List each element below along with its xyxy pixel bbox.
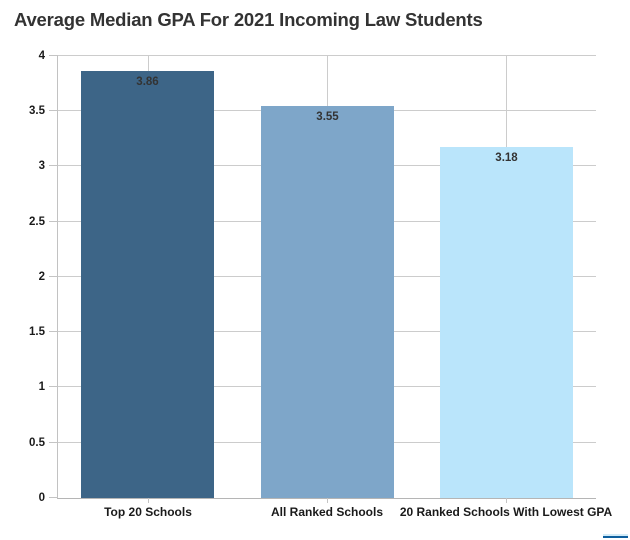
x-category-label: All Ranked Schools	[270, 505, 384, 519]
plot-area: 0 0.5 1 1.5 2 2.5 3 3.5 4 3.86 Top 20 Schools 3.55 A…	[29, 50, 612, 519]
bar-value-label: 3.86	[136, 76, 159, 88]
y-tick-2	[49, 276, 58, 277]
partial-logo-dark-stripe	[603, 535, 628, 538]
y-tick-3.5	[49, 110, 58, 111]
y-tick-3	[49, 165, 58, 166]
bar-1: 3.55	[261, 106, 394, 498]
bar-2: 3.18	[440, 147, 573, 498]
gridline-y-4	[58, 55, 596, 56]
x-category-label: Top 20 Schools	[104, 505, 192, 519]
bar-0: 3.86	[81, 71, 214, 498]
y-tick-label: 0	[38, 492, 45, 504]
partial-logo-light-stripe	[603, 534, 628, 536]
y-tick-label: 0.5	[29, 437, 45, 449]
y-tick-label: 1.5	[29, 326, 45, 338]
x-tick-1	[327, 498, 328, 503]
y-tick-label: 2.5	[29, 216, 45, 228]
x-tick-2	[506, 498, 507, 503]
y-tick-0.5	[49, 442, 58, 443]
y-tick-label: 1	[38, 381, 45, 393]
y-tick-label: 2	[38, 271, 45, 283]
y-tick-4	[49, 55, 58, 56]
y-tick-label: 4	[38, 50, 45, 62]
y-tick-2.5	[49, 221, 58, 222]
y-tick-1.5	[49, 331, 58, 332]
y-tick-label: 3.5	[29, 105, 45, 117]
x-category-label: 20 Ranked Schools With Lowest GPA	[399, 505, 613, 519]
y-tick-label: 3	[38, 160, 45, 172]
bar-value-label: 3.55	[316, 111, 339, 123]
partial-logo	[603, 534, 628, 538]
x-tick-0	[148, 498, 149, 503]
y-tick-1	[49, 386, 58, 387]
y-tick-0	[49, 497, 58, 498]
chart-title: Average Median GPA For 2021 Incoming Law…	[14, 9, 483, 30]
bar-value-label: 3.18	[495, 152, 518, 164]
